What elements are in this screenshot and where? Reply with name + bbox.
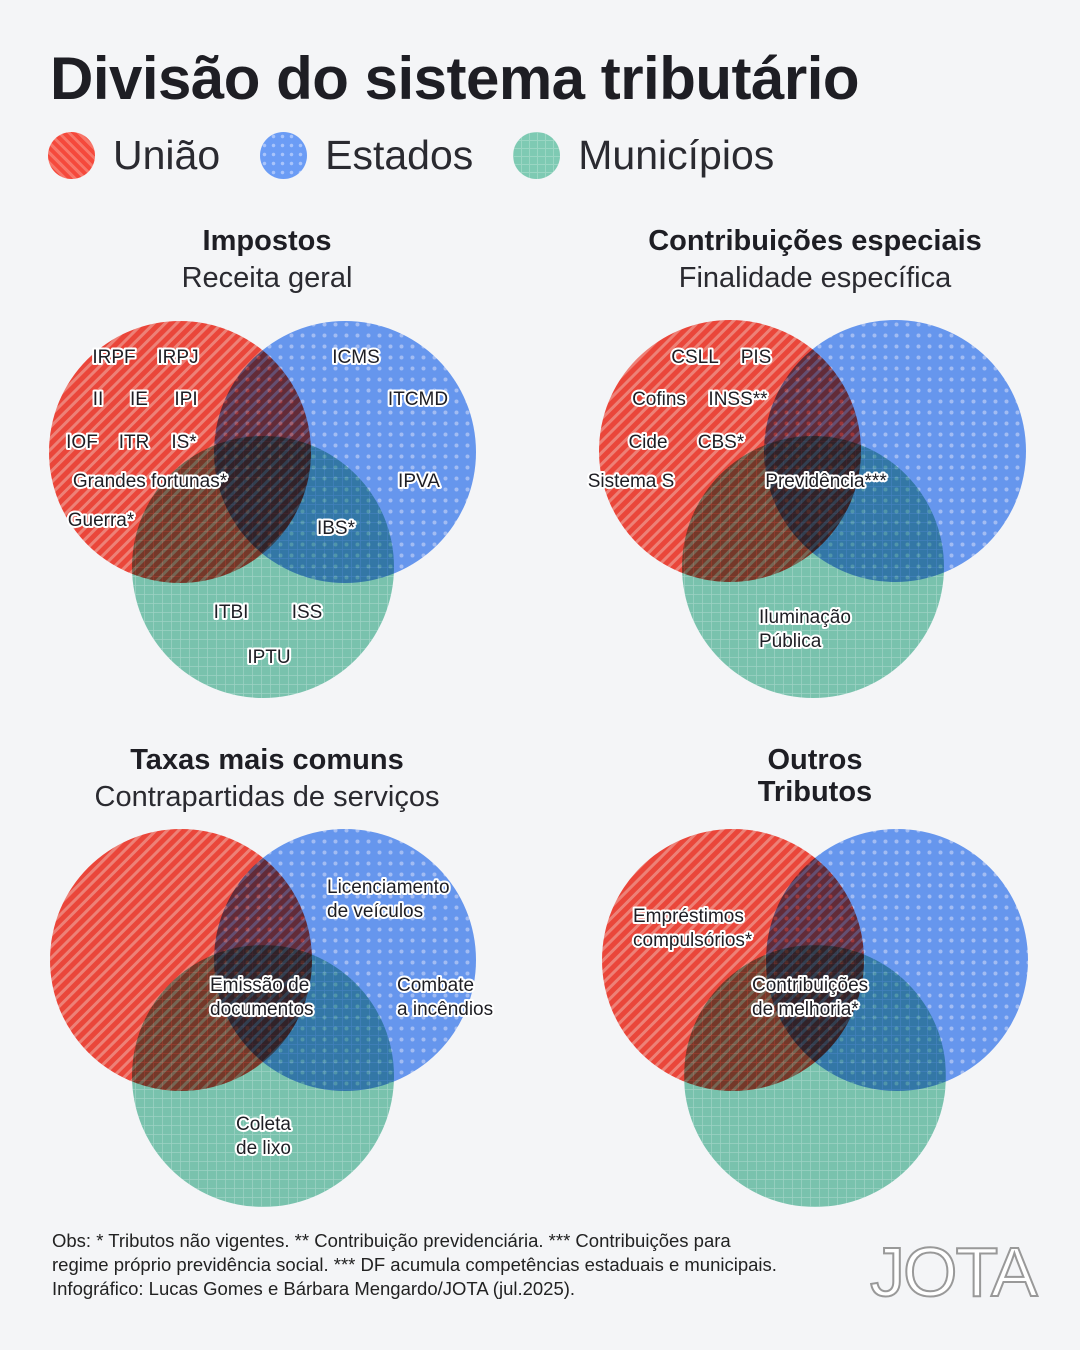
panel-title: Outros <box>767 744 863 776</box>
tax-label: Guerra* <box>68 510 135 531</box>
tax-label: Iluminação <box>759 607 851 628</box>
footnote: Obs: * Tributos não vigentes. ** Contrib… <box>52 1229 872 1301</box>
panel-title: Impostos <box>202 225 332 257</box>
tax-label: Empréstimos <box>633 906 744 927</box>
municipios-circle <box>682 436 944 698</box>
tax-label: Licenciamento <box>327 877 450 898</box>
venn-impostos <box>49 321 476 698</box>
venn-outros <box>602 829 1028 1207</box>
tax-label: IBS* <box>317 518 356 539</box>
jota-logo: JOTA <box>869 1232 1039 1312</box>
footnote-line: regime próprio previdência social. *** D… <box>52 1254 777 1275</box>
tax-label: Coleta <box>236 1114 291 1135</box>
tax-label: de melhoria* <box>752 999 859 1020</box>
panel-subtitle: Receita geral <box>181 262 353 294</box>
tax-label: de veículos <box>327 901 423 922</box>
tax-label: IS* <box>171 432 197 453</box>
tax-label: Cide <box>628 432 667 453</box>
venn-taxas <box>50 829 476 1207</box>
tax-label: de lixo <box>236 1138 291 1159</box>
legend-label: Municípios <box>578 132 775 178</box>
legend-label: União <box>113 132 221 178</box>
tax-label: CSLL <box>671 347 719 368</box>
tax-label: compulsórios* <box>633 930 753 951</box>
tax-label: INSS** <box>708 389 768 410</box>
municipios-circle <box>132 436 394 698</box>
panel-contribuicoes-heading: Contribuições especiais Finalidade especí… <box>565 225 1065 294</box>
tax-label: PIS <box>741 347 772 368</box>
venn-contribuicoes <box>599 320 1026 698</box>
municipios-circle <box>132 945 394 1207</box>
tax-label: IPVA <box>398 471 440 492</box>
footnote-line: Infográfico: Lucas Gomes e Bárbara Menga… <box>52 1278 576 1299</box>
tax-label: documentos <box>210 999 314 1020</box>
tax-label: Sistema S <box>588 471 675 492</box>
tax-label: IE <box>130 389 148 410</box>
panel-taxas-heading: Taxas mais comuns Contrapartidas de servi… <box>17 744 517 813</box>
legend-label: Estados <box>325 132 474 178</box>
tax-label: Emissão de <box>210 975 309 996</box>
municipios-swatch-icon <box>513 132 561 179</box>
tax-label: ITBI <box>214 602 249 623</box>
legend: União Estados Municípios <box>48 132 814 179</box>
tax-label: Contribuições <box>752 975 868 996</box>
legend-estados: Estados <box>260 132 473 179</box>
tax-label: IPI <box>174 389 197 410</box>
panel-title: Contribuições especiais <box>648 225 982 257</box>
tax-label: ISS <box>292 602 323 623</box>
uniao-swatch-icon <box>48 132 95 179</box>
panel-subtitle: Finalidade específica <box>678 262 952 294</box>
municipios-circle <box>684 945 946 1207</box>
tax-label: Grandes fortunas* <box>73 471 228 492</box>
tax-label: a incêndios <box>397 999 493 1020</box>
panel-subtitle: Contrapartidas de serviços <box>94 781 440 813</box>
tax-label: IOF <box>66 432 98 453</box>
tax-label: ICMS <box>332 347 380 368</box>
tax-label: Previdência*** <box>765 471 887 492</box>
tax-label: Pública <box>759 631 822 652</box>
legend-municipios: Municípios <box>513 132 774 179</box>
tax-label: ITCMD <box>388 389 448 410</box>
page-title: Divisão do sistema tributário <box>50 45 860 112</box>
estados-swatch-icon <box>260 132 308 179</box>
footnote-line: Obs: * Tributos não vigentes. ** Contrib… <box>52 1230 731 1251</box>
tax-label: ITR <box>119 432 150 453</box>
panel-title: Taxas mais comuns <box>130 744 404 776</box>
tax-label: Cofins <box>632 389 686 410</box>
tax-label: IRPJ <box>157 347 198 368</box>
tax-label: Combate <box>397 975 474 996</box>
panel-outros-heading: Outros Tributos <box>565 744 1065 808</box>
panel-title-line2: Tributos <box>757 776 873 808</box>
tax-label: IRPF <box>92 347 135 368</box>
tax-label: CBS* <box>698 432 745 453</box>
tax-label: IPTU <box>247 647 290 668</box>
tax-label: II <box>93 389 104 410</box>
panel-impostos-heading: Impostos Receita geral <box>17 225 517 294</box>
legend-uniao: União <box>48 132 220 179</box>
